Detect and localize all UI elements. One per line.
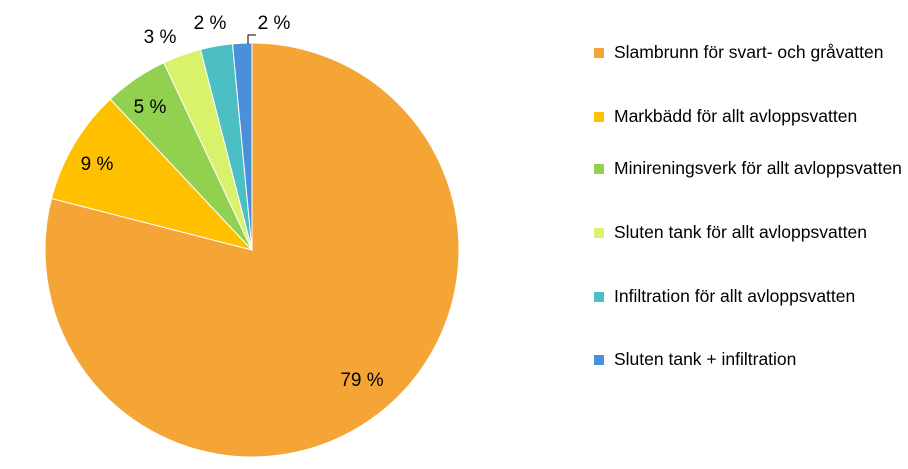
legend-label: Slambrunn för svart- och gråvatten xyxy=(614,42,884,62)
legend-label: Sluten tank + infiltration xyxy=(614,349,797,369)
legend-item: Sluten tank för allt avloppsvatten xyxy=(594,220,904,284)
legend-swatch xyxy=(594,164,604,174)
legend-item: Infiltration för allt avloppsvatten xyxy=(594,284,904,347)
pie-slice xyxy=(50,98,254,251)
legend-label: Minireningsverk för allt avloppsvatten xyxy=(614,158,902,178)
data-label: 2 % xyxy=(194,13,227,34)
pie-chart: 79 % 9 % 5 % 3 % 2 % 2 % xyxy=(44,13,460,458)
pie-slices xyxy=(44,42,460,458)
legend-label: Markbädd för allt avloppsvatten xyxy=(614,106,858,126)
legend-swatch xyxy=(594,228,604,238)
chart-legend: Slambrunn för svart- och gråvatten Markb… xyxy=(594,40,904,372)
legend-label: Infiltration för allt avloppsvatten xyxy=(614,286,856,306)
legend-swatch xyxy=(594,355,604,365)
legend-swatch xyxy=(594,48,604,58)
data-label: 2 % xyxy=(258,13,291,34)
legend-label: Sluten tank för allt avloppsvatten xyxy=(614,222,867,242)
legend-item: Sluten tank + infiltration xyxy=(594,347,904,372)
legend-item: Minireningsverk för allt avloppsvatten xyxy=(594,156,904,220)
data-label: 5 % xyxy=(134,97,167,118)
legend-swatch xyxy=(594,112,604,122)
legend-item: Slambrunn för svart- och gråvatten xyxy=(594,40,904,104)
legend-item: Markbädd för allt avloppsvatten xyxy=(594,104,904,156)
data-label: 3 % xyxy=(144,27,177,48)
legend-swatch xyxy=(594,292,604,302)
data-label: 79 % xyxy=(340,370,383,391)
leader-line xyxy=(247,34,256,44)
slice-labels: 79 % 9 % 5 % 3 % 2 % 2 % xyxy=(81,13,384,391)
data-label: 9 % xyxy=(81,154,114,175)
pie-slice xyxy=(231,42,253,251)
